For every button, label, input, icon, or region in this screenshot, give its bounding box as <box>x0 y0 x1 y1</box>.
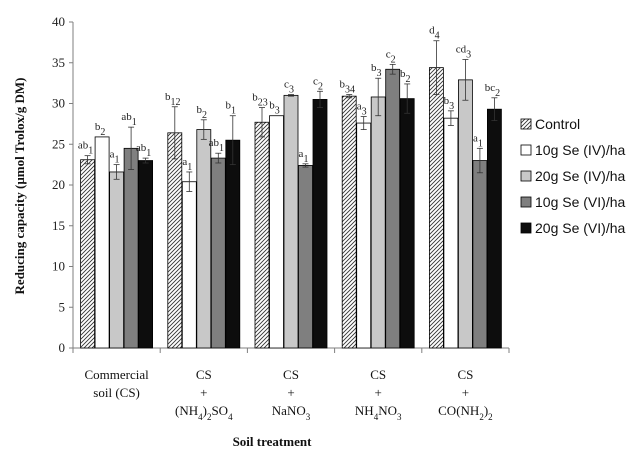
bar <box>443 117 459 349</box>
legend-swatch <box>520 170 532 182</box>
x-category-label: NH4NO3 <box>355 403 402 422</box>
significance-label: b3 <box>444 95 455 112</box>
bar <box>312 99 328 349</box>
significance-label: b1 <box>226 100 237 117</box>
bar <box>210 157 226 349</box>
x-category-label: (NH4)2SO4 <box>175 403 233 422</box>
axes: 0 5 10 15 20 25 30 35 40 Commercial soil (CS) CS + (N… <box>52 14 510 422</box>
y-tick-label: 20 <box>52 177 65 192</box>
bar <box>457 79 473 349</box>
y-tick-label: 10 <box>52 259 65 274</box>
significance-label: b23 <box>252 92 268 109</box>
bar <box>399 98 415 349</box>
bar <box>356 122 372 349</box>
bar <box>94 136 110 349</box>
bar <box>385 68 401 349</box>
legend-label: 20g Se (VI)/ha <box>535 220 625 236</box>
bar <box>80 159 95 349</box>
bars <box>80 40 502 349</box>
y-tick-label: 25 <box>52 136 65 151</box>
significance-label: b2 <box>95 121 106 138</box>
significance-label: bc2 <box>485 82 500 99</box>
y-tick-label: 30 <box>52 96 65 111</box>
significance-label: b3 <box>371 62 382 79</box>
y-tick-label: 40 <box>52 14 65 29</box>
significance-label: ab1 <box>136 142 151 159</box>
significance-label: a1 <box>182 156 192 173</box>
x-category-label: CS <box>196 367 212 382</box>
bar <box>472 160 488 349</box>
bar <box>370 96 386 349</box>
y-tick-label: 5 <box>59 299 66 314</box>
bar <box>254 121 270 349</box>
x-category-label: NaNO3 <box>272 403 311 422</box>
bar <box>196 129 212 349</box>
bar <box>269 115 284 349</box>
x-category-label: + <box>375 385 382 400</box>
significance-label: c2 <box>386 48 396 65</box>
x-category-label: CS <box>457 367 473 382</box>
y-tick-label: 0 <box>59 340 66 355</box>
bar <box>341 95 357 349</box>
legend-swatch <box>520 144 532 156</box>
significance-label: b12 <box>165 91 181 108</box>
y-tick-label: 15 <box>52 218 65 233</box>
bar <box>283 94 299 349</box>
bar <box>167 132 183 349</box>
x-category-label: + <box>287 385 294 400</box>
x-category-label: CS <box>283 367 299 382</box>
bar <box>181 181 197 349</box>
y-axis-title: Reducing capacity (µmol Trolox/g DM) <box>12 78 27 295</box>
bar <box>138 160 154 349</box>
legend-label: 20g Se (IV)/ha <box>535 168 625 184</box>
significance-label: cd3 <box>456 43 471 60</box>
y-tick-label: 35 <box>52 55 65 70</box>
legend-label: Control <box>535 116 580 132</box>
significance-label: b34 <box>339 79 355 96</box>
bar <box>298 165 313 349</box>
significance-label: a1 <box>473 132 483 149</box>
legend-swatch <box>520 118 532 130</box>
significance-label: b3 <box>269 100 280 117</box>
x-axis-title: Soil treatment <box>233 434 312 449</box>
bar <box>123 147 139 349</box>
significance-label: ab1 <box>209 137 224 154</box>
significance-label: a3 <box>357 101 367 118</box>
x-category-label: soil (CS) <box>93 385 140 400</box>
significance-label: d4 <box>429 25 440 42</box>
legend-label: 10g Se (IV)/ha <box>535 142 625 158</box>
legend: Control 10g Se (IV)/ha 20g Se (IV)/ha 10g S… <box>520 116 625 236</box>
x-category-label: + <box>200 385 207 400</box>
significance-label: a1 <box>110 149 120 166</box>
legend-swatch <box>520 222 532 234</box>
bar <box>225 139 241 349</box>
significance-label: b2 <box>400 68 411 85</box>
x-category-label: Commercial <box>84 367 149 382</box>
significance-label: ab1 <box>78 140 93 157</box>
bar <box>109 171 124 349</box>
x-category-label: CS <box>370 367 386 382</box>
x-category-label: + <box>462 385 469 400</box>
significance-label: c3 <box>284 79 294 96</box>
significance-label: b2 <box>197 104 208 121</box>
bar <box>486 108 502 349</box>
significance-label: ab1 <box>121 111 136 128</box>
x-category-label: CO(NH2)2 <box>438 403 493 422</box>
legend-label: 10g Se (VI)/ha <box>535 194 625 210</box>
legend-swatch <box>520 196 532 208</box>
significance-label: a1 <box>299 148 309 165</box>
significance-label: c2 <box>313 75 323 92</box>
bar <box>428 67 444 349</box>
